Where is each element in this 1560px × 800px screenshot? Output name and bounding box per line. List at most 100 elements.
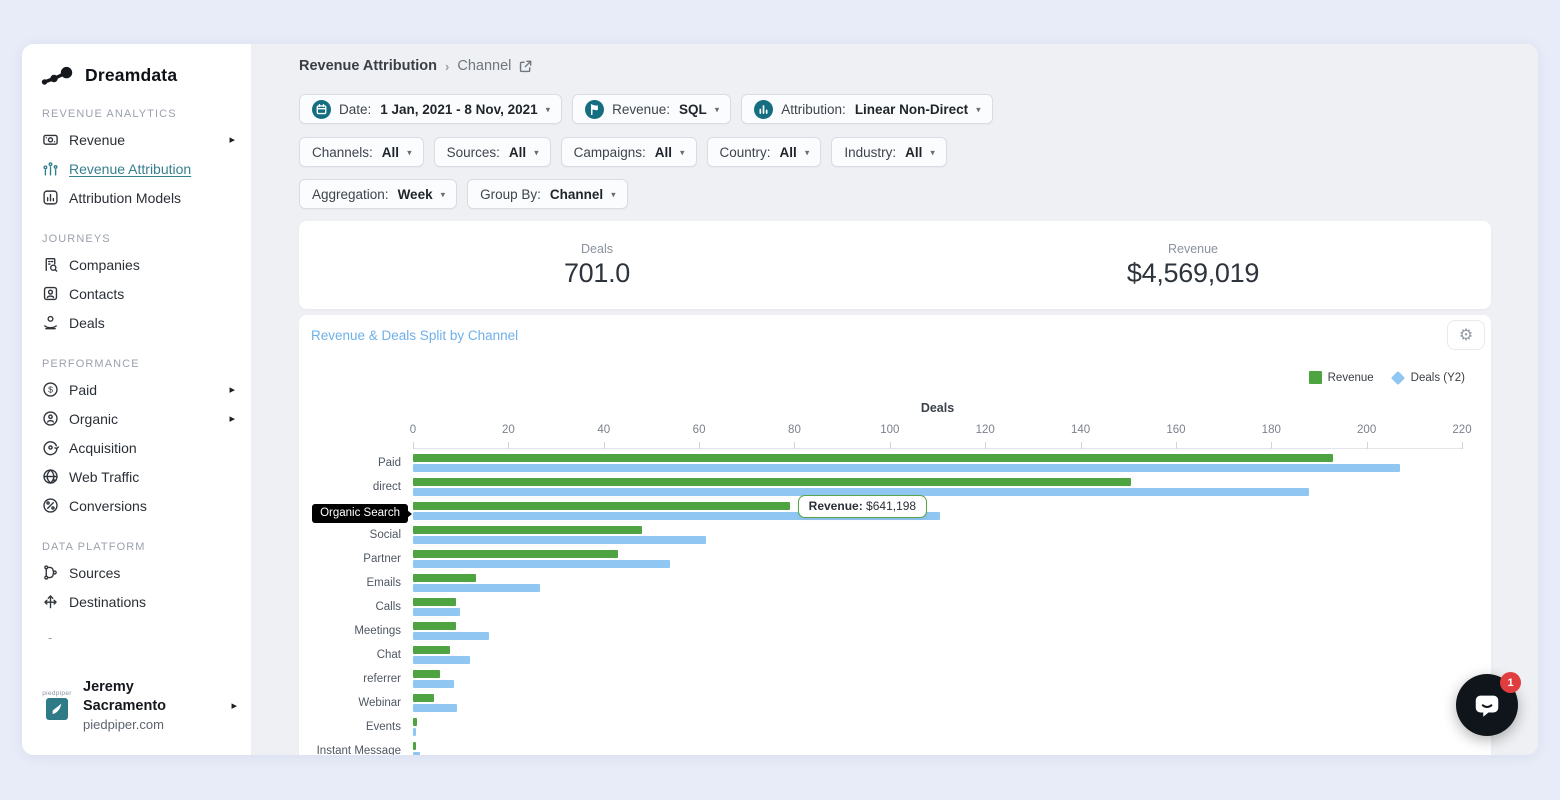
filter-campaigns[interactable]: Campaigns:All▾ [561,137,697,167]
user-name: Jeremy Sacramento [83,678,193,716]
revenue-bar[interactable] [413,454,1333,462]
category-label: Webinar [299,694,401,712]
sidebar-item-attribution-models[interactable]: Attribution Models [40,183,237,212]
revenue-bar[interactable] [413,742,416,750]
filter-label: Sources: [447,145,500,160]
category-label: referrer [299,670,401,688]
filter-value: All [509,145,526,160]
category-label: Events [299,718,401,736]
chart-title: Revenue & Deals Split by Channel [311,328,518,343]
deals-bar[interactable] [413,728,416,736]
tooltip-value: $641,198 [866,499,916,513]
caret-down-icon: ▾ [680,147,685,158]
external-link-icon[interactable] [518,59,533,74]
sidebar-dash: - [48,630,237,645]
x-axis-tick-label: 80 [788,424,801,436]
sidebar-item-deals[interactable]: Deals [40,308,237,337]
deals-bar[interactable] [413,704,457,712]
sidebar-item-destinations[interactable]: Destinations [40,587,237,616]
filter-revenue[interactable]: Revenue:SQL▾ [572,94,731,124]
caret-down-icon: ▾ [534,147,539,158]
sidebar-item-revenue[interactable]: Revenue▸ [40,125,237,154]
filter-attribution[interactable]: Attribution:Linear Non-Direct▾ [741,94,992,124]
x-axis-tick-mark [413,442,414,449]
filter-channels[interactable]: Channels:All▾ [299,137,424,167]
user-org: piedpiper.com [83,717,193,732]
user-menu[interactable]: piedpiper Jeremy Sacramento piedpiper.co… [40,678,237,732]
sidebar-item-organic[interactable]: Organic▸ [40,404,237,433]
deals-bar[interactable] [413,680,454,688]
revenue-bar[interactable] [413,526,642,534]
filter-value: All [655,145,672,160]
filter-sources[interactable]: Sources: All ▾ [434,137,551,167]
x-axis-tick-label: 120 [976,424,995,436]
kpi-card: Deals 701.0 Revenue $4,569,019 [299,221,1491,309]
category-label: Emails [299,574,401,592]
deals-bar[interactable] [413,536,706,544]
caret-down-icon: ▾ [976,104,981,115]
filter-group-by[interactable]: Group By:Channel▾ [467,179,628,209]
x-axis-tick-label: 140 [1071,424,1090,436]
revenue-bar[interactable] [413,478,1131,486]
revenue-bar[interactable] [413,622,456,630]
sidebar-item-paid[interactable]: $Paid▸ [40,375,237,404]
legend-item-revenue[interactable]: Revenue [1309,371,1374,384]
chart-legend: Revenue Deals (Y2) [1309,371,1465,384]
tooltip-label: Revenue: [809,499,863,513]
revenue-bar[interactable] [413,694,434,702]
chart-row-partner: Partner [299,550,1462,574]
sidebar-item-label: Revenue Attribution [69,161,191,177]
deals-bar[interactable] [413,632,489,640]
sidebar-item-label: Companies [69,257,140,273]
filter-country[interactable]: Country:All▾ [707,137,822,167]
breadcrumb-parent[interactable]: Revenue Attribution [299,58,437,74]
sidebar-item-revenue-attribution[interactable]: Revenue Attribution [40,154,237,183]
sidebar-item-companies[interactable]: Companies [40,250,237,279]
deals-bar[interactable] [413,752,420,755]
deals-icon [42,314,59,331]
sidebar-item-acquisition[interactable]: Acquisition [40,433,237,462]
caret-down-icon: ▾ [407,147,412,158]
x-axis-tick-label: 60 [693,424,706,436]
deals-bar[interactable] [413,560,670,568]
deals-bar[interactable] [413,464,1400,472]
svg-text:$: $ [48,385,53,395]
chart-rows: Revenue: $641,198 PaiddirectOrganic Sear… [299,454,1462,755]
deals-bar[interactable] [413,584,540,592]
revenue-bar[interactable] [413,670,440,678]
revenue-bar[interactable] [413,718,417,726]
filter-industry[interactable]: Industry:All▾ [831,137,947,167]
filter-aggregation[interactable]: Aggregation:Week▾ [299,179,457,209]
attribution-models-icon [42,189,59,206]
x-axis-tick-label: 180 [1262,424,1281,436]
filter-value: All [905,145,922,160]
revenue-bar[interactable] [413,550,618,558]
caret-down-icon: ▾ [805,147,810,158]
x-axis-tick-mark [1081,442,1082,449]
brand-logo[interactable]: Dreamdata [40,64,237,87]
chart-settings-button[interactable]: ⚙ [1447,320,1485,350]
sidebar-item-contacts[interactable]: Contacts [40,279,237,308]
kpi-deals: Deals 701.0 [299,221,895,309]
revenue-bar[interactable] [413,646,450,654]
deals-bar[interactable] [413,656,470,664]
sidebar-item-web-traffic[interactable]: Web Traffic [40,462,237,491]
sidebar-item-conversions[interactable]: Conversions [40,491,237,520]
date-icon [312,100,331,119]
revenue-bar[interactable] [413,598,456,606]
legend-label: Deals (Y2) [1411,372,1465,384]
category-label: Partner [299,550,401,568]
category-label: Chat [299,646,401,664]
piedpiper-logo-icon [46,698,68,720]
section-label: JOURNEYS [42,233,237,245]
filter-date[interactable]: Date:1 Jan, 2021 - 8 Nov, 2021▾ [299,94,562,124]
revenue-flag-icon [585,100,604,119]
sidebar-item-label: Attribution Models [69,190,181,206]
legend-item-deals-y2[interactable]: Deals (Y2) [1391,372,1465,384]
chart-row-webinar: Webinar [299,694,1462,718]
breadcrumb: Revenue Attribution › Channel [299,58,1492,74]
revenue-bar[interactable] [413,502,790,510]
deals-bar[interactable] [413,608,460,616]
sidebar-item-sources[interactable]: Sources [40,558,237,587]
revenue-bar[interactable] [413,574,476,582]
